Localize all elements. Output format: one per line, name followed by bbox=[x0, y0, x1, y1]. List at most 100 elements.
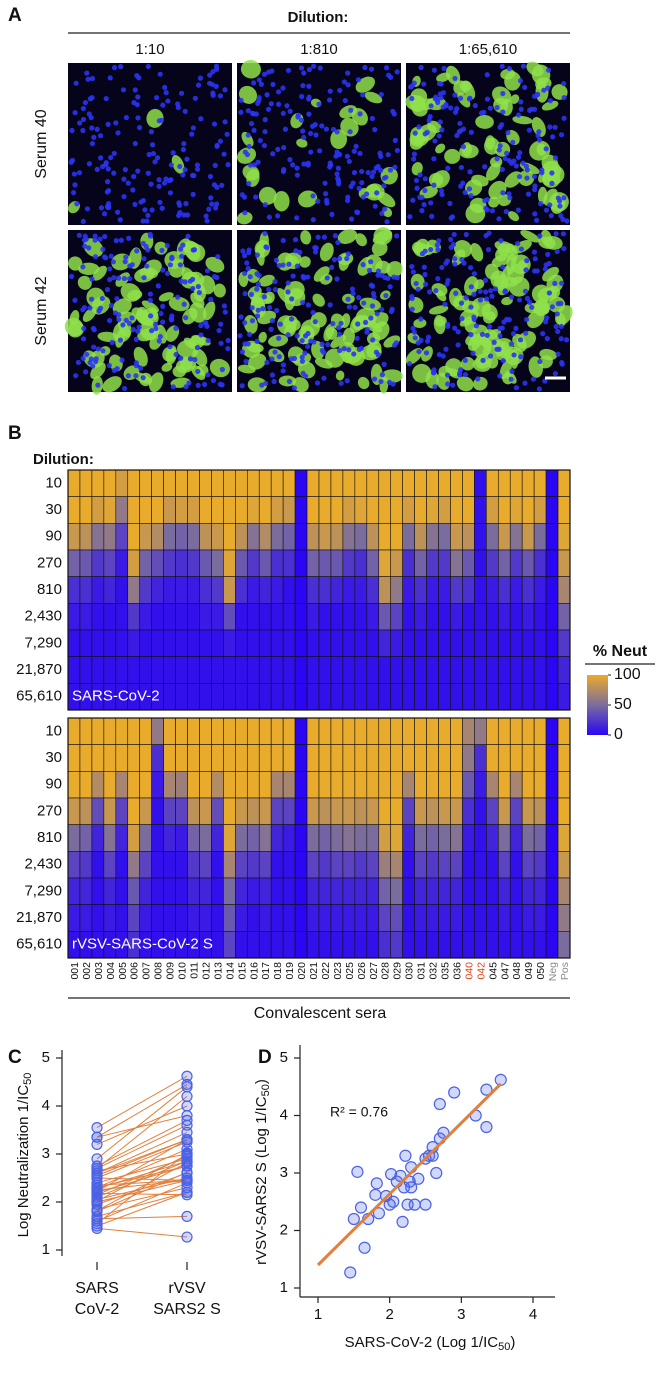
heatmap-cell bbox=[211, 877, 224, 905]
heatmap-cell bbox=[402, 603, 415, 631]
infected-cell bbox=[284, 281, 305, 301]
nucleus bbox=[379, 306, 385, 313]
pair-line bbox=[96, 1177, 188, 1181]
heatmap-cell bbox=[533, 824, 547, 852]
nucleus bbox=[198, 116, 204, 122]
heatmap-cell bbox=[402, 877, 415, 905]
nucleus bbox=[89, 125, 95, 131]
nucleus bbox=[558, 300, 564, 306]
heatmap-cell bbox=[258, 851, 272, 879]
nucleus bbox=[113, 238, 119, 244]
nucleus bbox=[153, 95, 160, 101]
heatmap-cell bbox=[402, 629, 415, 657]
heatmap-cell bbox=[557, 576, 571, 604]
heatmap-cell bbox=[282, 576, 296, 604]
heatmap-cell bbox=[223, 797, 236, 825]
nucleus bbox=[497, 124, 503, 130]
nucleus bbox=[431, 67, 437, 73]
nucleus bbox=[99, 295, 105, 302]
heatmap-cell bbox=[318, 744, 332, 772]
nucleus bbox=[361, 300, 367, 306]
heatmap-cell bbox=[545, 717, 559, 745]
heatmap-cell bbox=[426, 656, 439, 684]
heatmap-cell bbox=[474, 877, 487, 905]
nucleus bbox=[315, 234, 321, 240]
nucleus bbox=[336, 151, 343, 158]
heatmap-cell bbox=[426, 717, 439, 745]
heatmap-cell bbox=[235, 549, 248, 577]
heatmap-cell bbox=[270, 717, 284, 745]
infected-cell bbox=[342, 327, 355, 346]
nucleus bbox=[424, 129, 430, 136]
heatmap-cell bbox=[521, 931, 535, 959]
nucleus bbox=[439, 127, 445, 133]
heatmap-cell bbox=[235, 469, 248, 497]
nucleus bbox=[81, 304, 88, 311]
heatmap-cell bbox=[426, 771, 439, 799]
infected-cell bbox=[158, 292, 174, 302]
heatmap-cell bbox=[390, 904, 403, 932]
infected-cell bbox=[494, 274, 510, 291]
heatmap-cell bbox=[426, 851, 439, 879]
nucleus bbox=[118, 64, 124, 70]
heatmap-cell bbox=[414, 877, 427, 905]
nucleus bbox=[371, 376, 378, 382]
nucleus bbox=[426, 289, 433, 295]
heatmap-cell bbox=[235, 797, 248, 825]
nucleus bbox=[350, 180, 356, 186]
point bbox=[91, 1153, 103, 1165]
nucleus bbox=[262, 230, 268, 237]
heatmap-cell bbox=[103, 603, 117, 631]
column-label: 003 bbox=[93, 962, 105, 980]
nucleus bbox=[432, 138, 438, 144]
nucleus bbox=[471, 314, 477, 320]
nucleus bbox=[210, 377, 217, 384]
nucleus bbox=[327, 162, 333, 168]
nucleus bbox=[310, 309, 316, 316]
pair-line bbox=[96, 1086, 188, 1160]
x-tick-label: 1 bbox=[314, 1306, 322, 1323]
heatmap-cell bbox=[127, 523, 141, 551]
heatmap-cell bbox=[115, 496, 129, 524]
nucleus bbox=[485, 247, 492, 253]
heatmap-cell bbox=[557, 877, 571, 905]
nucleus bbox=[524, 295, 531, 302]
nucleus bbox=[237, 333, 243, 339]
nucleus bbox=[81, 325, 87, 332]
column-label: 014 bbox=[224, 962, 236, 980]
nucleus bbox=[511, 352, 517, 358]
infected-cell bbox=[300, 230, 312, 245]
heatmap-cell bbox=[438, 931, 451, 959]
nucleus bbox=[217, 93, 224, 99]
micrograph bbox=[68, 63, 232, 225]
nucleus bbox=[222, 87, 228, 93]
nucleus bbox=[424, 338, 431, 344]
heatmap-cell bbox=[414, 744, 427, 772]
nucleus bbox=[411, 329, 417, 335]
nucleus bbox=[392, 342, 398, 348]
nucleus bbox=[409, 306, 415, 312]
nucleus bbox=[92, 254, 99, 260]
heatmap-cell bbox=[486, 603, 499, 631]
nucleus bbox=[418, 64, 424, 71]
heatmap-cell bbox=[67, 877, 81, 905]
nucleus bbox=[138, 199, 144, 205]
heatmap-cell bbox=[151, 744, 164, 772]
heatmap-cell bbox=[246, 744, 260, 772]
infected-cell bbox=[491, 254, 511, 268]
nucleus bbox=[175, 212, 182, 219]
column-label: 021 bbox=[308, 962, 320, 980]
nucleus bbox=[442, 301, 448, 307]
heatmap-cell bbox=[187, 629, 200, 657]
heatmap-cell bbox=[545, 851, 559, 879]
nucleus bbox=[280, 237, 286, 244]
nucleus bbox=[299, 354, 305, 360]
axis-label: Log Neutralization 1/IC50 bbox=[15, 1073, 34, 1238]
heatmap-cell bbox=[199, 523, 212, 551]
heatmap-cell bbox=[199, 904, 212, 932]
nucleus bbox=[115, 130, 121, 136]
nucleus bbox=[532, 256, 538, 262]
heatmap-cell bbox=[258, 717, 272, 745]
heatmap-cell bbox=[306, 824, 320, 852]
heatmap-cell bbox=[474, 717, 487, 745]
